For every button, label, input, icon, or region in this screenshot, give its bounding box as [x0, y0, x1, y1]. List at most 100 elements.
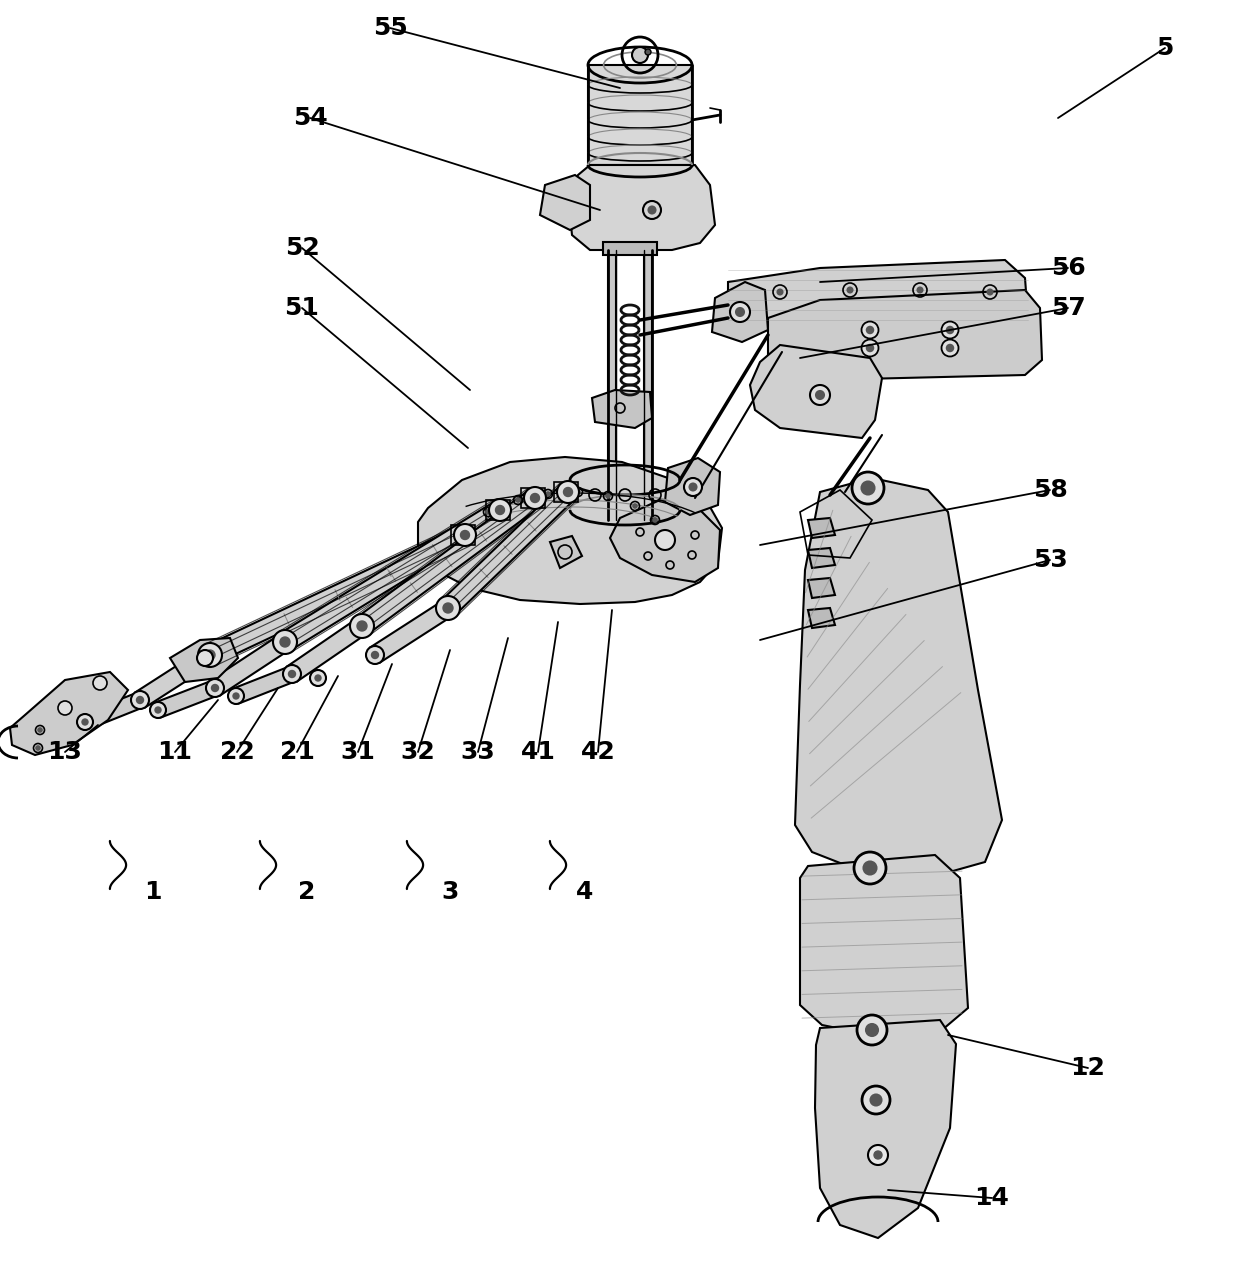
Polygon shape: [603, 242, 657, 255]
Circle shape: [918, 287, 923, 292]
Circle shape: [947, 327, 954, 333]
Polygon shape: [441, 485, 575, 615]
Circle shape: [645, 49, 651, 55]
Circle shape: [577, 490, 580, 494]
Circle shape: [531, 493, 539, 502]
Polygon shape: [588, 66, 692, 165]
Text: 58: 58: [1033, 477, 1068, 502]
Circle shape: [737, 308, 744, 317]
Circle shape: [516, 498, 520, 502]
Text: 11: 11: [157, 740, 192, 764]
Polygon shape: [286, 619, 367, 681]
Circle shape: [93, 676, 107, 690]
Circle shape: [372, 651, 378, 659]
Circle shape: [863, 861, 877, 874]
Circle shape: [206, 680, 224, 698]
Text: 33: 33: [460, 740, 495, 764]
Polygon shape: [795, 477, 1002, 878]
Circle shape: [155, 707, 161, 713]
Polygon shape: [800, 855, 968, 1035]
Text: 51: 51: [284, 296, 320, 320]
Circle shape: [857, 1015, 887, 1045]
Text: 54: 54: [293, 106, 327, 130]
Polygon shape: [233, 667, 295, 704]
Circle shape: [77, 714, 93, 730]
Circle shape: [315, 674, 321, 681]
Text: 13: 13: [47, 740, 82, 764]
Circle shape: [868, 1145, 888, 1165]
Circle shape: [212, 685, 218, 691]
Circle shape: [730, 302, 750, 322]
Circle shape: [557, 481, 579, 503]
Circle shape: [489, 499, 511, 521]
Circle shape: [862, 1086, 890, 1115]
Circle shape: [233, 692, 239, 699]
Polygon shape: [712, 282, 768, 342]
Circle shape: [941, 340, 959, 356]
Circle shape: [546, 492, 549, 495]
Circle shape: [816, 391, 825, 399]
Circle shape: [867, 345, 873, 351]
Circle shape: [852, 472, 884, 505]
Polygon shape: [808, 578, 835, 598]
Circle shape: [228, 689, 244, 704]
Circle shape: [866, 1024, 878, 1036]
Circle shape: [136, 696, 144, 704]
Polygon shape: [551, 535, 582, 568]
Polygon shape: [728, 260, 1028, 328]
Circle shape: [777, 290, 782, 295]
Circle shape: [205, 650, 215, 660]
Polygon shape: [170, 638, 238, 682]
Circle shape: [36, 746, 40, 750]
Polygon shape: [206, 526, 469, 664]
Circle shape: [436, 596, 460, 620]
Circle shape: [273, 631, 298, 654]
Polygon shape: [539, 175, 590, 230]
Polygon shape: [808, 517, 835, 538]
Circle shape: [862, 481, 874, 494]
Text: 12: 12: [1070, 1057, 1105, 1080]
Circle shape: [689, 484, 697, 490]
Circle shape: [283, 665, 301, 683]
Polygon shape: [644, 250, 652, 520]
Text: 57: 57: [1050, 296, 1085, 320]
Text: 42: 42: [580, 740, 615, 764]
Circle shape: [947, 345, 954, 351]
Circle shape: [606, 494, 610, 498]
Circle shape: [649, 206, 656, 214]
Circle shape: [82, 719, 88, 725]
Circle shape: [867, 327, 873, 333]
Circle shape: [563, 488, 573, 497]
Text: 4: 4: [577, 880, 594, 903]
Circle shape: [486, 510, 490, 514]
Circle shape: [460, 530, 470, 539]
Polygon shape: [418, 457, 722, 604]
Text: 5: 5: [1157, 36, 1174, 60]
Text: 21: 21: [279, 740, 315, 764]
Circle shape: [941, 322, 959, 338]
Polygon shape: [356, 490, 541, 634]
Circle shape: [310, 671, 326, 686]
Text: 2: 2: [299, 880, 316, 903]
Circle shape: [987, 290, 992, 295]
Circle shape: [810, 385, 830, 405]
Polygon shape: [610, 501, 720, 582]
Circle shape: [443, 604, 453, 613]
Text: 41: 41: [521, 740, 556, 764]
Text: 53: 53: [1033, 548, 1068, 571]
Polygon shape: [808, 548, 835, 568]
Polygon shape: [665, 458, 720, 515]
Circle shape: [454, 524, 476, 546]
Polygon shape: [82, 692, 143, 730]
Polygon shape: [155, 681, 218, 717]
Circle shape: [684, 477, 702, 495]
Circle shape: [198, 644, 222, 667]
Circle shape: [197, 650, 213, 665]
Circle shape: [870, 1094, 882, 1106]
Text: 22: 22: [219, 740, 254, 764]
Polygon shape: [768, 290, 1042, 380]
Polygon shape: [210, 634, 290, 695]
Text: 14: 14: [975, 1187, 1009, 1210]
Text: 31: 31: [341, 740, 376, 764]
Polygon shape: [280, 502, 505, 650]
